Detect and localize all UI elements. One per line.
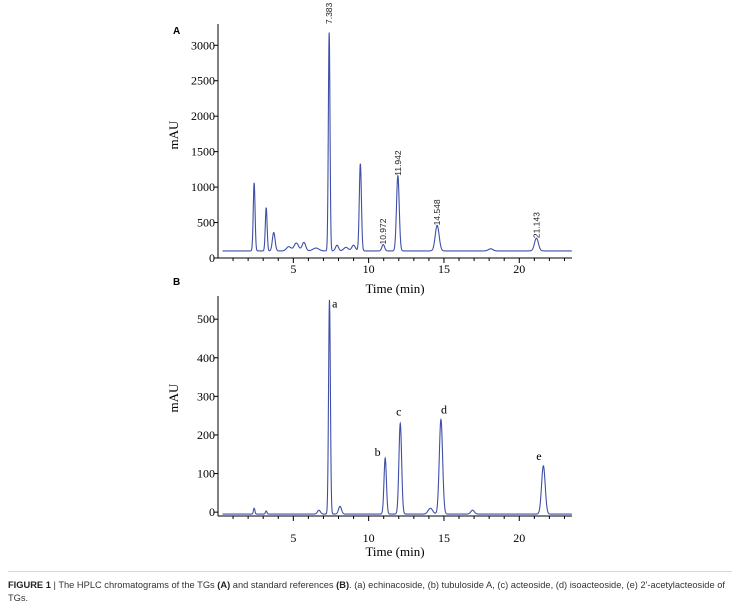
caption-divider [8,571,732,572]
y-tick-label: 2500 [191,74,215,88]
peak-label: 21.143 [531,212,541,238]
x-tick-label: 10 [363,262,375,276]
x-tick-label: 20 [513,531,525,545]
caption-ref-a: (A) [217,580,231,590]
caption-text-3: . (a) echinacoside, (b) tubuloside A, (c… [8,580,725,603]
peak-label: b [375,445,381,459]
caption-separator: | [50,580,59,590]
chromatogram-trace [222,299,572,515]
peak-label: c [396,405,401,419]
peak-label: d [441,403,447,417]
peak-label: 11.942 [393,150,403,176]
x-axis-title: Time (min) [365,281,424,296]
x-tick-label: 5 [290,531,296,545]
caption-ref-b: (B) [336,580,350,590]
peak-label: a [332,297,338,311]
y-axis-title: mAU [166,383,181,413]
y-tick-label: 500 [197,216,215,230]
figure-caption: FIGURE 1 | The HPLC chromatograms of the… [8,579,732,605]
chromatogram-panel-a: A 0 500 1000 1500 2000 2500 3000 5 10 15 20 mAU Time … [166,2,572,296]
y-tick-label: 400 [197,351,215,365]
y-tick-label: 100 [197,467,215,481]
chromatogram-trace [222,32,572,252]
y-tick-label: 2000 [191,109,215,123]
y-tick-label: 0 [209,505,215,519]
y-tick-label: 3000 [191,38,215,52]
y-tick-label: 1500 [191,145,215,159]
peak-label: 7.383 [324,2,334,24]
y-tick-label: 500 [197,312,215,326]
x-tick-label: 10 [363,531,375,545]
peak-label: e [536,449,541,463]
y-tick-label: 1000 [191,180,215,194]
x-axis-title: Time (min) [365,544,424,559]
caption-label: FIGURE 1 [8,580,51,590]
x-tick-label: 20 [513,262,525,276]
peak-label: 10.972 [378,218,388,244]
caption-text-1: The HPLC chromatograms of the TGs [58,580,218,590]
y-tick-label: 0 [209,251,215,265]
chromatogram-panel-b: B 0 100 200 300 400 500 5 10 15 20 mAU Time (min) a b c… [166,277,572,559]
peak-label: 14.548 [432,199,442,225]
x-tick-label: 15 [438,262,450,276]
caption-text-2: and standard references [230,580,337,590]
y-tick-label: 200 [197,428,215,442]
y-tick-label: 300 [197,389,215,403]
panel-label: A [173,26,180,37]
y-axis-title: mAU [166,120,181,150]
x-tick-label: 15 [438,531,450,545]
x-tick-label: 5 [290,262,296,276]
panel-label: B [173,277,180,288]
